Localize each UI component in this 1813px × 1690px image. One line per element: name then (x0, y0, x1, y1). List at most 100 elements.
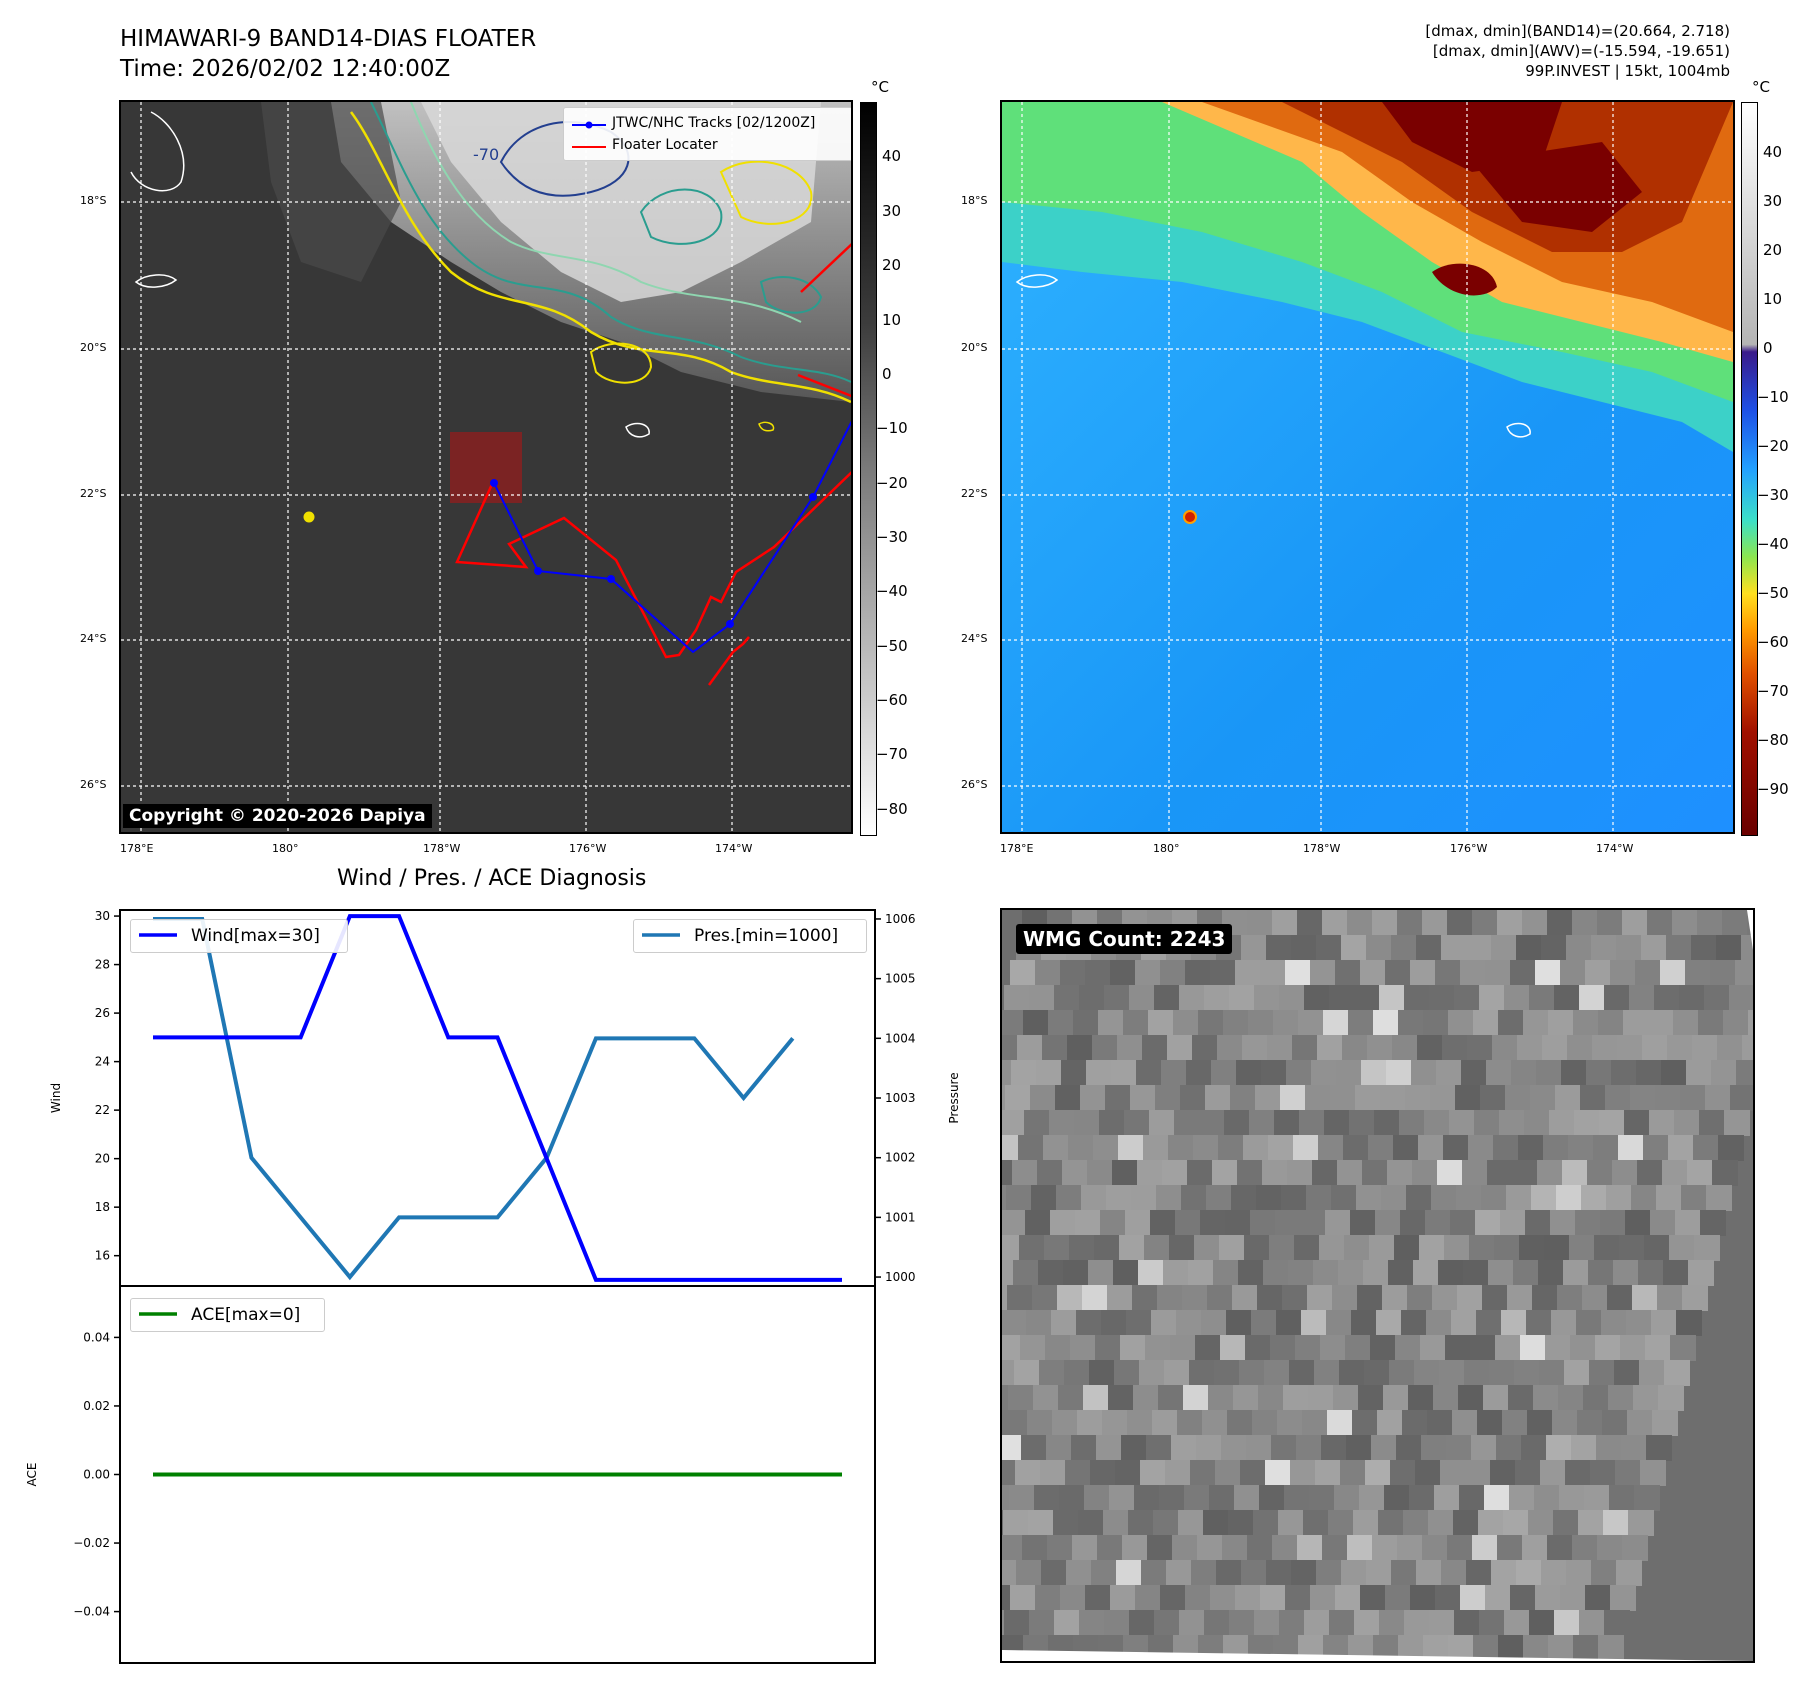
lat-label: 22°S (80, 487, 107, 500)
wmg-pixel (1336, 1060, 1362, 1086)
wmg-pixel (1063, 1260, 1089, 1286)
wmg-pixel (1605, 1085, 1631, 1111)
wmg-pixel (1340, 1460, 1366, 1486)
wmg-pixel (1598, 1635, 1624, 1661)
wmg-pixel (1016, 1560, 1042, 1586)
wmg-pixel (1491, 1560, 1517, 1586)
wmg-pixel (1187, 1160, 1213, 1186)
wmg-pixel (1429, 1610, 1455, 1636)
wmg-pixel (1597, 910, 1623, 936)
wmg-pixel (1280, 1085, 1306, 1111)
wmg-pixel (1625, 1210, 1651, 1236)
wmg-pixel (1075, 1210, 1101, 1236)
wmg-pixel (1459, 1485, 1485, 1511)
wmg-pixel (1513, 1260, 1539, 1286)
color-map (1002, 102, 1733, 832)
colorbar-tick: −60 (1757, 633, 1789, 651)
wmg-pixel (1174, 1110, 1200, 1136)
wmg-pixel (1645, 1335, 1671, 1361)
wmg-pixel (1562, 1160, 1588, 1186)
wmg-pixel (1270, 1335, 1296, 1361)
wmg-pixel (1084, 1485, 1110, 1511)
wmg-pixel (1243, 1135, 1269, 1161)
wmg-pixel (1636, 1060, 1662, 1086)
colorbar-tick: −10 (1757, 388, 1789, 406)
wmg-pixel (1002, 1585, 1011, 1611)
color-map-panel[interactable] (1000, 100, 1735, 834)
wmg-pixel (1454, 985, 1480, 1011)
wmg-pixel (1303, 1510, 1329, 1536)
wmg-pixel (1422, 910, 1448, 936)
wmg-pixel (1298, 1010, 1324, 1036)
wmg-pixel (1305, 1085, 1331, 1111)
wmg-pixel (1722, 910, 1748, 936)
info-storm: 99P.INVEST | 15kt, 1004mb (1525, 62, 1730, 80)
wmg-pixel (1523, 1010, 1549, 1036)
wmg-pixel (1021, 1435, 1047, 1461)
wmg-pixel (1399, 1110, 1425, 1136)
wmg-pixel (1610, 960, 1636, 986)
wmg-pixel (1068, 1135, 1094, 1161)
colorbar-tick: 30 (1763, 192, 1783, 210)
wmg-pixel (1555, 1085, 1581, 1111)
wmg-pixel (1449, 1110, 1475, 1136)
legend-ace-label: ACE[max=0] (191, 1305, 301, 1325)
colorbar-tick: −50 (876, 637, 908, 655)
wmg-pixel (1241, 935, 1267, 961)
wmg-pixel (1318, 1135, 1344, 1161)
wmg-pixel (1261, 1060, 1287, 1086)
wmg-pixel (1133, 1385, 1159, 1411)
wmg-pixel (1332, 1285, 1358, 1311)
wmg-pixel (1302, 1410, 1328, 1436)
wmg-pixel (1118, 1135, 1144, 1161)
wmg-pixel (1334, 1485, 1360, 1511)
wmg-pixel (1525, 1210, 1551, 1236)
wmg-pixel (1372, 910, 1398, 936)
wmg-pixel (1329, 1610, 1355, 1636)
wmg-pixel (1409, 1485, 1435, 1511)
wmg-pixel (1105, 1085, 1131, 1111)
wmg-pixel (1142, 1035, 1168, 1061)
wmg-pixel (1660, 960, 1686, 986)
wmg-pixel (1101, 1310, 1127, 1336)
wmg-pixel (1308, 1385, 1334, 1411)
wmg-panel[interactable]: WMG Count: 2243 (1000, 908, 1755, 1663)
wmg-pixel (1282, 1285, 1308, 1311)
wmg-pixel (1327, 1410, 1353, 1436)
wmg-pixel (1217, 1035, 1243, 1061)
wmg-pixel (1583, 1385, 1609, 1411)
wmg-pixel (1390, 1460, 1416, 1486)
wmg-pixel (1590, 1460, 1616, 1486)
wmg-pixel (1056, 1185, 1082, 1211)
wmg-pixel (1420, 1335, 1446, 1361)
ir-map-panel[interactable]: -70 JTWC/N (119, 100, 853, 834)
wmg-pixel (1619, 1235, 1645, 1261)
wmg-pixel (1361, 1060, 1387, 1086)
wmg-pixel (1597, 1535, 1623, 1561)
wmg-pixel (1447, 910, 1473, 936)
wmg-pixel (1541, 935, 1567, 961)
info-band14: [dmax, dmin](BAND14)=(20.664, 2.718) (1425, 22, 1730, 40)
wmg-pixel (1094, 1235, 1120, 1261)
wmg-pixel (1358, 1385, 1384, 1411)
wmg-pixel (1524, 1110, 1550, 1136)
wmg-pixel (1567, 1035, 1593, 1061)
wmg-pixel (1568, 1135, 1594, 1161)
wmg-pixel (1451, 1310, 1477, 1336)
wmg-pixel (1338, 1260, 1364, 1286)
wmg-pixel (1531, 1185, 1557, 1211)
wmg-pixel (1165, 1460, 1191, 1486)
locater-path[interactable] (455, 470, 851, 659)
wmg-pixel (1511, 1060, 1537, 1086)
wmg-pixel (1545, 1335, 1571, 1361)
wmg-pixel (1022, 1535, 1048, 1561)
wmg-pixel (1296, 1435, 1322, 1461)
floater-box[interactable] (450, 432, 522, 503)
wmg-pixel (1503, 1510, 1529, 1536)
wmg-pixel (1256, 1185, 1282, 1211)
wmg-pixel (1460, 1585, 1486, 1611)
wmg-pixel (1088, 1260, 1114, 1286)
wmg-pixel (1214, 1360, 1240, 1386)
wmg-pixel (1544, 1235, 1570, 1261)
wmg-pixel (1143, 1135, 1169, 1161)
